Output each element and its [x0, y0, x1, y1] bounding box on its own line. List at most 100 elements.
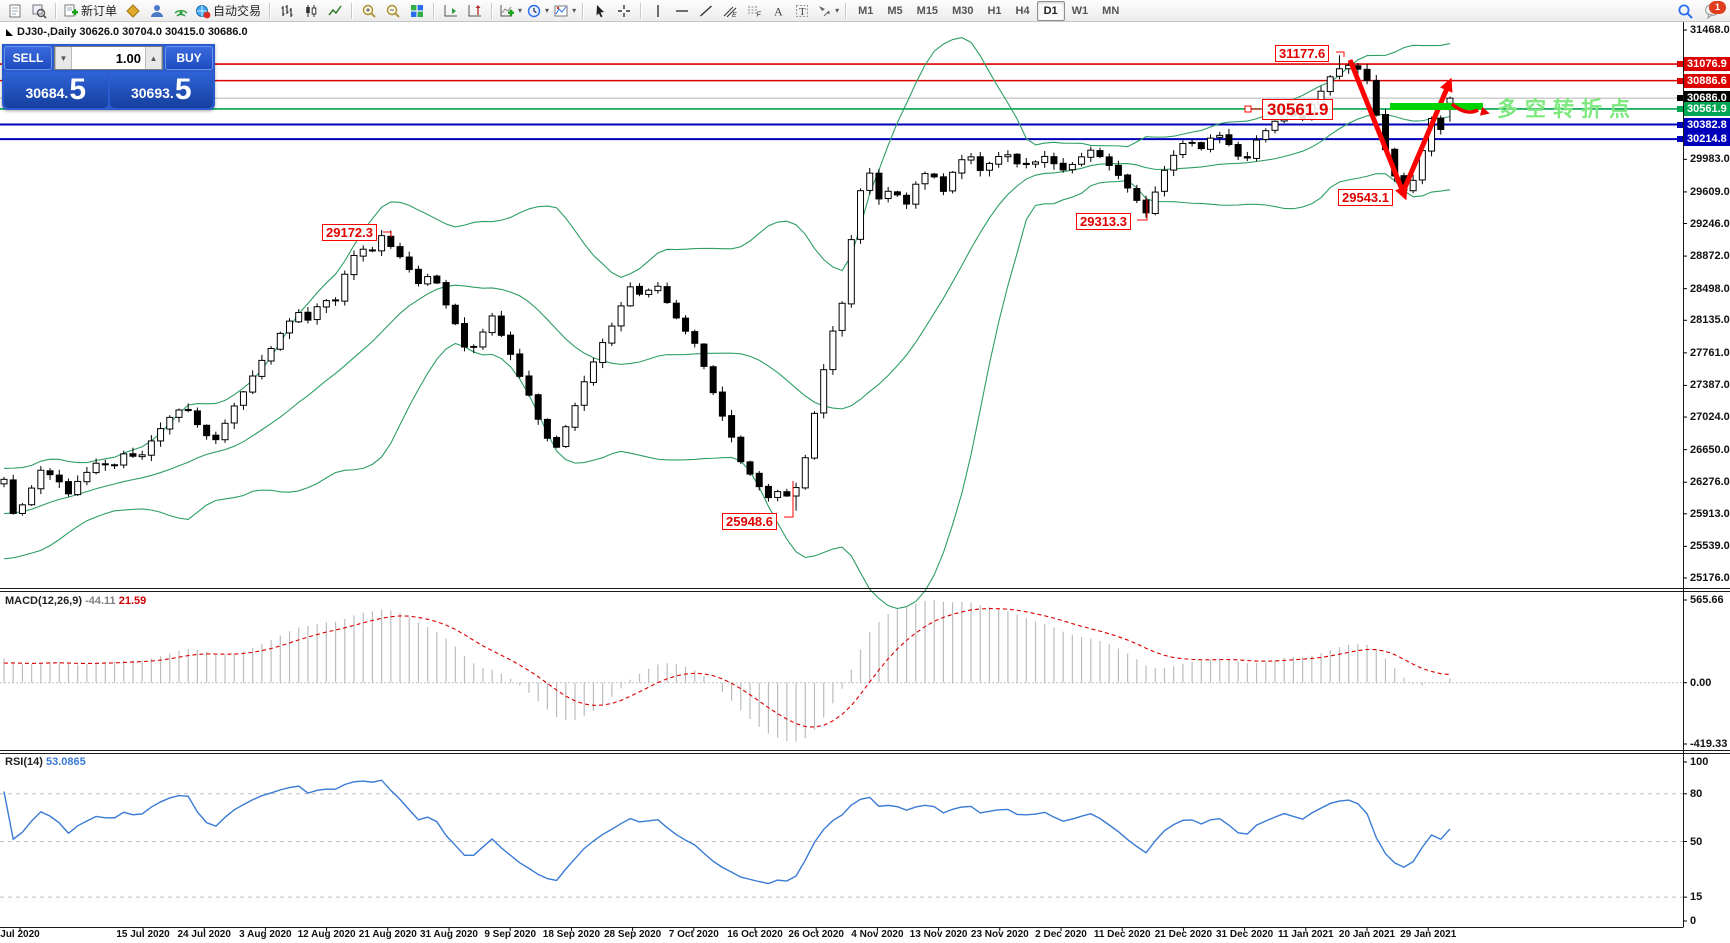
market-watch-button[interactable]: [121, 1, 145, 21]
toolbar-separator: [845, 2, 848, 19]
templates-dropdown-arrow[interactable]: ▾: [572, 6, 577, 15]
candle-body: [1004, 154, 1012, 158]
line-chart-button[interactable]: [323, 1, 347, 21]
annotation-connector: [784, 481, 794, 518]
zoom-in-button[interactable]: [357, 1, 381, 21]
cursor-button[interactable]: [588, 1, 612, 21]
candle-body: [1151, 191, 1159, 215]
cursor-icon: [592, 3, 608, 19]
annotation-anchor-square[interactable]: [1244, 105, 1252, 113]
candle-body: [534, 394, 542, 420]
bars-chart-button[interactable]: [275, 1, 299, 21]
new-window-button[interactable]: [3, 1, 27, 21]
crosshair-button[interactable]: [612, 1, 636, 21]
one-click-trading-panel: SELL ▼ ▲ BUY 30684.5 30693.5: [2, 44, 215, 110]
timeframe-m15-button[interactable]: M15: [916, 4, 939, 17]
candle-body: [1253, 139, 1261, 159]
candle-body: [304, 311, 312, 321]
date-axis-label: 12 Aug 2020: [297, 929, 356, 940]
timeframe-h4-button[interactable]: H4: [1015, 4, 1030, 17]
periods-dropdown-arrow[interactable]: ▾: [545, 6, 550, 15]
candle-body: [645, 289, 653, 295]
candle-body: [239, 391, 247, 406]
timeframe-d1-button[interactable]: D1: [1036, 0, 1065, 21]
candle-body: [589, 361, 597, 383]
volume-input[interactable]: [72, 49, 145, 67]
arrows-dropdown-arrow[interactable]: ▾: [835, 6, 840, 15]
price-tag-annotation[interactable]: 30561.9: [1262, 99, 1334, 120]
date-axis-label: 11 Jan 2021: [1277, 929, 1334, 940]
volume-increase-button[interactable]: ▲: [145, 47, 162, 69]
buy-price-display[interactable]: 30693. 5: [109, 72, 213, 108]
fibonacci-button[interactable]: F: [742, 1, 766, 21]
text-icon: A: [770, 3, 786, 19]
red-doodle-arrow[interactable]: [1450, 102, 1479, 114]
autotrading-button[interactable]: 自动交易: [193, 1, 265, 21]
chart-shift-button[interactable]: [463, 1, 487, 21]
timeframe-w1-button[interactable]: W1: [1071, 4, 1089, 17]
volume-decrease-button[interactable]: ▼: [55, 47, 72, 69]
annotation-connector: [1137, 199, 1148, 221]
text-button[interactable]: A: [766, 1, 790, 21]
down-arrow-annotation[interactable]: [1347, 59, 1406, 193]
indicators-icon: [499, 3, 515, 19]
notifications-bubble-icon[interactable]: 1: [1704, 1, 1726, 19]
candle-body: [1409, 179, 1417, 192]
price-tag-annotation[interactable]: 29543.1: [1338, 189, 1393, 206]
timeframe-m5-button[interactable]: M5: [887, 4, 903, 17]
buy-button[interactable]: BUY: [165, 46, 213, 70]
tile-windows-button[interactable]: [405, 1, 429, 21]
horizontal-line-button[interactable]: [670, 1, 694, 21]
candle-body: [718, 391, 726, 417]
date-axis-label: 23 Nov 2020: [970, 929, 1029, 940]
candlestick-chart-button[interactable]: [299, 1, 323, 21]
text-label-button[interactable]: T: [790, 1, 814, 21]
candle-body: [1170, 154, 1178, 171]
timeframe-h1-button[interactable]: H1: [987, 4, 1002, 17]
price-tag-annotation[interactable]: 25948.6: [722, 513, 777, 530]
date-axis-label: 2 Dec 2020: [1035, 929, 1087, 940]
candle-body: [1078, 156, 1086, 165]
vertical-line-button[interactable]: [646, 1, 670, 21]
price-tag-annotation[interactable]: 29172.3: [322, 224, 377, 241]
zoom-in-icon: [361, 3, 377, 19]
candle-body: [1142, 199, 1150, 214]
candle-body: [949, 171, 957, 192]
equidistant-channel-button[interactable]: E: [718, 1, 742, 21]
sell-price-display[interactable]: 30684. 5: [4, 72, 108, 108]
navigator-button[interactable]: [145, 1, 169, 21]
candle-body: [1041, 155, 1049, 164]
candle-body: [1160, 169, 1168, 192]
zoom-out-button[interactable]: [381, 1, 405, 21]
bars-chart-icon: [279, 3, 295, 19]
timeframe-m30-button[interactable]: M30: [952, 4, 974, 17]
chart-preview-button[interactable]: [27, 1, 51, 21]
price-tag-annotation[interactable]: 29313.3: [1076, 213, 1131, 230]
candle-body: [893, 191, 901, 196]
turning-point-annotation-text[interactable]: 多空转折点: [1497, 98, 1637, 121]
arrows-button[interactable]: ▾: [814, 1, 841, 21]
new-order-button[interactable]: 新订单: [61, 1, 121, 21]
candle-body: [74, 480, 82, 496]
zoom-out-icon: [385, 3, 401, 19]
price-tag-annotation[interactable]: 31177.6: [1275, 45, 1330, 62]
indicators-button[interactable]: ▾: [497, 1, 524, 21]
toolbar-separator: [491, 2, 494, 19]
templates-button[interactable]: ▾: [551, 1, 578, 21]
price-axis-label: 25539.0: [1690, 540, 1730, 553]
search-icon[interactable]: [1677, 3, 1694, 20]
turning-point-green-bar[interactable]: [1390, 103, 1483, 110]
price-axis-label: 28872.0: [1690, 250, 1730, 263]
sell-button[interactable]: SELL: [4, 46, 52, 70]
trendline-button[interactable]: [694, 1, 718, 21]
signals-button[interactable]: [169, 1, 193, 21]
candle-body: [1363, 68, 1371, 81]
date-axis-label: 21 Dec 2020: [1154, 929, 1213, 940]
timeframe-m1-button[interactable]: M1: [858, 4, 874, 17]
price-axis-label: 27387.0: [1690, 379, 1730, 392]
periods-button[interactable]: ▾: [524, 1, 551, 21]
indicators-dropdown-arrow[interactable]: ▾: [518, 6, 523, 15]
auto-scroll-button[interactable]: [439, 1, 463, 21]
timeframe-mn-button[interactable]: MN: [1102, 4, 1120, 17]
